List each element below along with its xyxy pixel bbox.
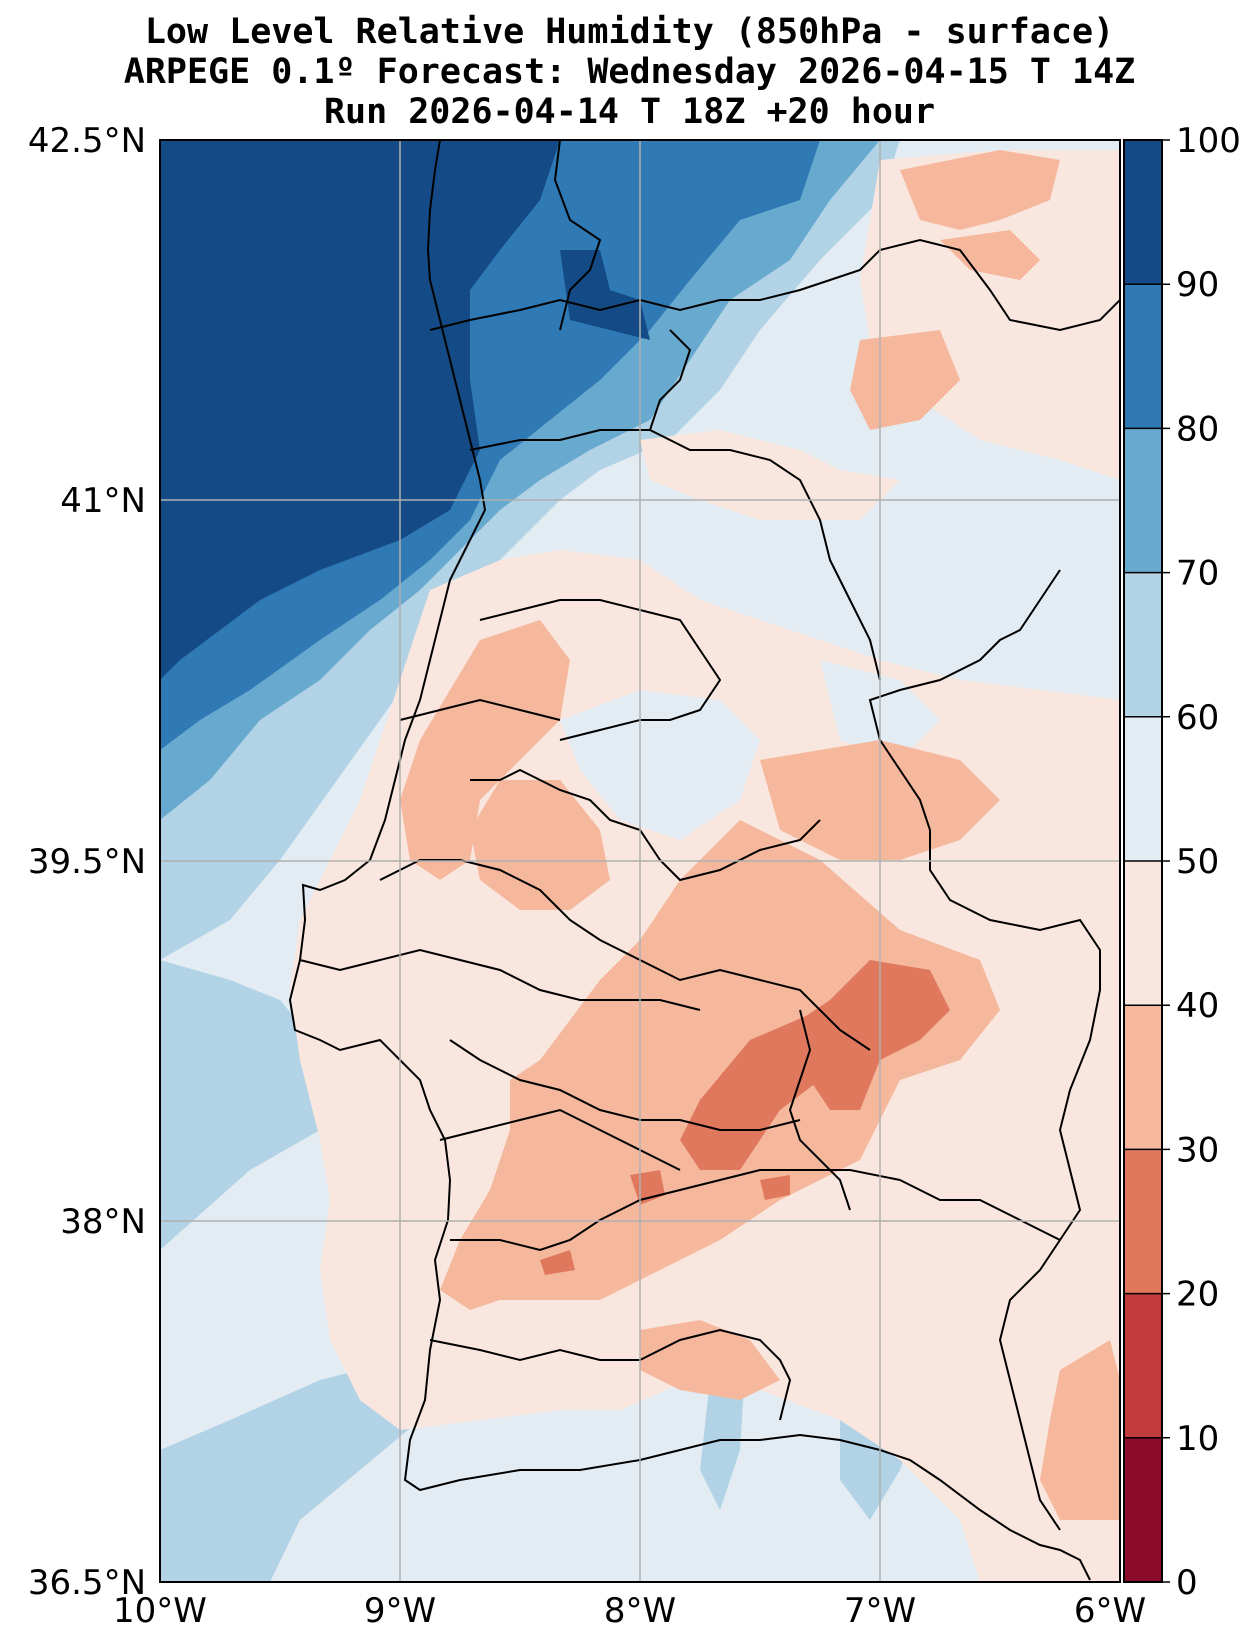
lat-tick-labels: 42.5°N 41°N 39.5°N 38°N 36.5°N — [28, 121, 146, 1603]
colorbar-segment — [1124, 428, 1162, 574]
title-line-1: Low Level Relative Humidity (850hPa - su… — [144, 12, 1115, 52]
colorbar-tick-label: 40 — [1176, 986, 1219, 1026]
colorbar-segment — [1124, 1437, 1162, 1583]
colorbar-segment — [1124, 1005, 1162, 1150]
colorbar-tick-label: 30 — [1176, 1130, 1219, 1170]
colorbar-segment — [1124, 1293, 1162, 1439]
colorbar-segment — [1124, 861, 1162, 1006]
colorbar-tick-label: 20 — [1176, 1275, 1219, 1315]
lon-tick-label: 8°W — [604, 1591, 676, 1631]
colorbar-segment — [1124, 1149, 1162, 1295]
colorbar-segment — [1124, 140, 1162, 285]
colorbar-tick-label: 0 — [1176, 1563, 1198, 1603]
colorbar-segment — [1124, 716, 1162, 862]
lat-tick-label: 39.5°N — [28, 842, 146, 882]
lon-tick-label: 7°W — [844, 1591, 916, 1631]
colorbar-segment — [1124, 284, 1162, 429]
lon-tick-labels: 10°W 9°W 8°W 7°W 6°W — [113, 1591, 1146, 1631]
border-east — [868, 569, 1101, 1531]
title-line-3: Run 2026-04-14 T 18Z +20 hour — [323, 92, 936, 132]
title-line-2: ARPEGE 0.1º Forecast: Wednesday 2026-04-… — [123, 52, 1136, 92]
colorbar-tick-label: 60 — [1176, 698, 1219, 738]
map-frame — [159, 139, 1121, 1583]
graticule — [160, 140, 1120, 1582]
colorbar-tick-label: 10 — [1176, 1419, 1219, 1459]
lon-tick-label: 6°W — [1074, 1591, 1146, 1631]
colorbar-segment — [1124, 572, 1162, 718]
colorbar-tick-label: 100 — [1176, 121, 1241, 161]
lat-tick-label: 36.5°N — [28, 1563, 146, 1603]
colorbar-tick-label: 70 — [1176, 554, 1219, 594]
lat-tick-label: 42.5°N — [28, 121, 146, 161]
lat-tick-label: 38°N — [60, 1202, 146, 1242]
lon-tick-label: 10°W — [113, 1591, 207, 1631]
colorbar-tick-label: 80 — [1176, 409, 1219, 449]
lat-tick-label: 41°N — [60, 481, 146, 521]
lon-tick-label: 9°W — [364, 1591, 436, 1631]
colorbar-tick-label: 50 — [1176, 842, 1219, 882]
colorbar-tick-label: 90 — [1176, 265, 1219, 305]
coastline-borders — [288, 140, 1120, 1581]
